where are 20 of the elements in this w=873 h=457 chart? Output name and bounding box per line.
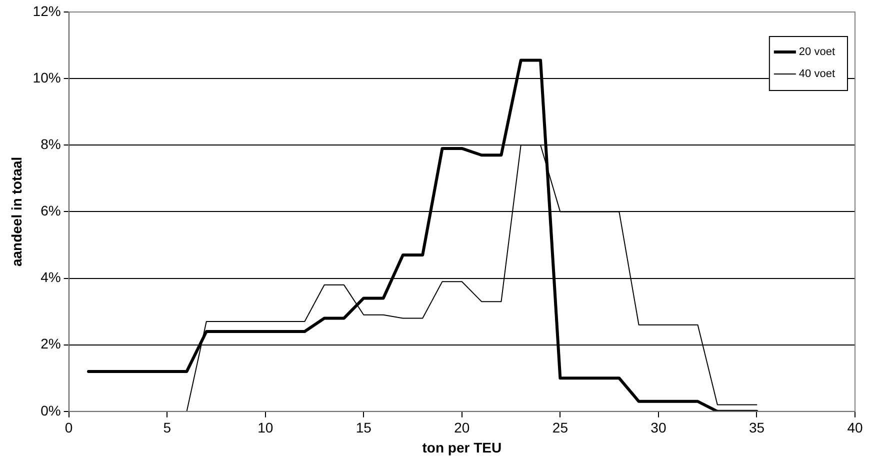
x-tick-label: 10 bbox=[258, 420, 274, 436]
legend-label: 20 voet bbox=[798, 46, 836, 58]
y-tick-label: 6% bbox=[40, 202, 61, 219]
x-tick-label: 15 bbox=[356, 420, 372, 436]
y-axis-title: aandeel in totaal bbox=[8, 156, 24, 267]
x-tick-label: 5 bbox=[163, 420, 172, 436]
x-tick-label: 35 bbox=[748, 420, 765, 436]
y-tick-label: 0% bbox=[40, 402, 61, 418]
x-tick-label: 20 bbox=[454, 420, 470, 436]
y-tick-label: 4% bbox=[40, 269, 61, 286]
x-axis-title: ton per TEU bbox=[422, 439, 502, 456]
x-tick-label: 25 bbox=[552, 420, 568, 436]
y-tick-label: 2% bbox=[40, 336, 61, 352]
y-tick-label: 10% bbox=[32, 69, 61, 86]
x-tick-label: 0 bbox=[64, 420, 73, 436]
legend-label: 40 voet bbox=[798, 68, 836, 80]
y-tick-label: 8% bbox=[40, 136, 61, 152]
y-tick-label: 12% bbox=[32, 2, 61, 19]
x-tick-label: 30 bbox=[650, 420, 666, 436]
x-tick-label: 40 bbox=[847, 420, 863, 436]
